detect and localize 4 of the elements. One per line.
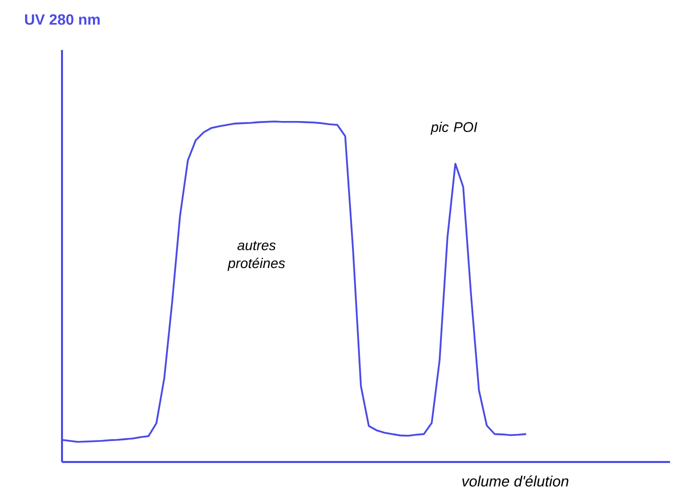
x-axis-title: volume d'élution <box>462 475 568 487</box>
annotation: autres protéines <box>228 241 285 271</box>
annotation: pic POI <box>430 122 478 135</box>
text: UV 280 nm <box>25 14 100 25</box>
